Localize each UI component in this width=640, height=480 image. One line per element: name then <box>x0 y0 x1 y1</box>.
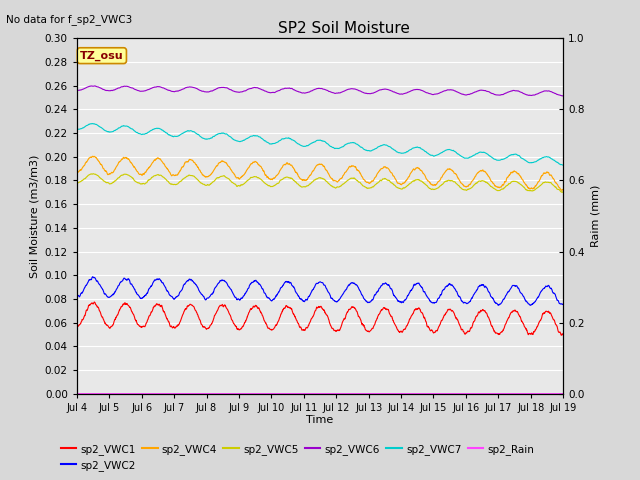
Line: sp2_VWC4: sp2_VWC4 <box>77 156 563 190</box>
sp2_Rain <box>98 391 106 396</box>
sp2_VWC4 <box>73 169 81 175</box>
sp2_VWC2 <box>545 283 553 289</box>
X-axis label: Time: Time <box>307 415 333 425</box>
sp2_VWC5 <box>545 180 553 185</box>
sp2_Rain <box>73 391 81 396</box>
sp2_Rain <box>545 391 553 396</box>
sp2_Rain <box>456 391 463 396</box>
Legend: sp2_VWC1, sp2_VWC2, sp2_VWC4, sp2_VWC5, sp2_VWC6, sp2_VWC7, sp2_Rain: sp2_VWC1, sp2_VWC2, sp2_VWC4, sp2_VWC5, … <box>56 439 538 475</box>
Line: sp2_VWC5: sp2_VWC5 <box>77 174 563 192</box>
sp2_VWC2 <box>456 294 464 300</box>
sp2_VWC6 <box>456 90 464 96</box>
sp2_VWC2 <box>89 274 97 280</box>
sp2_VWC4 <box>559 187 567 192</box>
sp2_VWC7 <box>456 153 464 158</box>
sp2_VWC4 <box>297 176 305 181</box>
sp2_Rain <box>545 391 553 396</box>
sp2_VWC6 <box>92 83 99 89</box>
sp2_VWC4 <box>545 171 553 177</box>
sp2_VWC7 <box>310 139 317 145</box>
sp2_VWC5 <box>545 180 553 185</box>
sp2_Rain <box>296 391 304 396</box>
sp2_VWC5 <box>559 190 566 195</box>
sp2_VWC6 <box>98 86 106 92</box>
sp2_Rain <box>310 391 317 396</box>
sp2_VWC1 <box>310 312 317 318</box>
sp2_VWC7 <box>297 142 305 148</box>
sp2_VWC7 <box>559 162 567 168</box>
Y-axis label: Raim (mm): Raim (mm) <box>590 185 600 247</box>
sp2_VWC6 <box>559 93 567 99</box>
sp2_VWC2 <box>559 301 567 307</box>
Title: SP2 Soil Moisture: SP2 Soil Moisture <box>278 21 410 36</box>
sp2_VWC6 <box>545 88 553 94</box>
sp2_VWC2 <box>297 296 305 302</box>
sp2_VWC4 <box>545 172 553 178</box>
sp2_VWC5 <box>310 178 317 184</box>
sp2_VWC5 <box>559 189 567 195</box>
sp2_VWC1 <box>545 309 553 315</box>
sp2_VWC7 <box>545 155 553 160</box>
sp2_VWC6 <box>545 88 553 94</box>
sp2_VWC4 <box>456 179 464 184</box>
sp2_VWC6 <box>559 93 567 99</box>
sp2_Rain <box>559 391 567 396</box>
sp2_VWC1 <box>98 314 106 320</box>
sp2_VWC1 <box>545 309 553 315</box>
sp2_VWC6 <box>297 90 305 96</box>
sp2_VWC7 <box>73 127 81 132</box>
sp2_VWC2 <box>310 286 317 292</box>
sp2_VWC7 <box>545 155 553 160</box>
Text: No data for f_sp2_VWC3: No data for f_sp2_VWC3 <box>6 14 132 25</box>
sp2_VWC5 <box>90 171 97 177</box>
sp2_VWC1 <box>90 299 98 305</box>
sp2_VWC2 <box>73 294 81 300</box>
sp2_VWC1 <box>559 332 567 338</box>
sp2_VWC1 <box>557 333 565 338</box>
sp2_VWC6 <box>310 87 317 93</box>
sp2_VWC4 <box>89 153 97 159</box>
sp2_VWC5 <box>73 180 81 186</box>
Line: sp2_VWC6: sp2_VWC6 <box>77 86 563 96</box>
sp2_VWC2 <box>527 302 534 308</box>
Y-axis label: Soil Moisture (m3/m3): Soil Moisture (m3/m3) <box>29 154 39 278</box>
sp2_VWC7 <box>98 125 106 131</box>
sp2_VWC4 <box>310 168 317 174</box>
Line: sp2_VWC7: sp2_VWC7 <box>77 123 563 165</box>
Line: sp2_VWC1: sp2_VWC1 <box>77 302 563 336</box>
sp2_VWC2 <box>98 286 106 291</box>
sp2_VWC7 <box>559 162 567 168</box>
sp2_VWC6 <box>73 88 81 94</box>
sp2_VWC4 <box>557 187 565 193</box>
Text: TZ_osu: TZ_osu <box>80 50 124 61</box>
sp2_VWC4 <box>98 162 106 168</box>
sp2_VWC1 <box>297 324 305 330</box>
sp2_VWC5 <box>98 177 106 182</box>
sp2_VWC2 <box>546 285 554 290</box>
sp2_VWC5 <box>297 183 305 189</box>
sp2_VWC5 <box>456 184 464 190</box>
sp2_VWC1 <box>73 323 81 328</box>
Line: sp2_VWC2: sp2_VWC2 <box>77 277 563 305</box>
sp2_VWC1 <box>456 323 464 329</box>
sp2_VWC7 <box>88 120 96 126</box>
